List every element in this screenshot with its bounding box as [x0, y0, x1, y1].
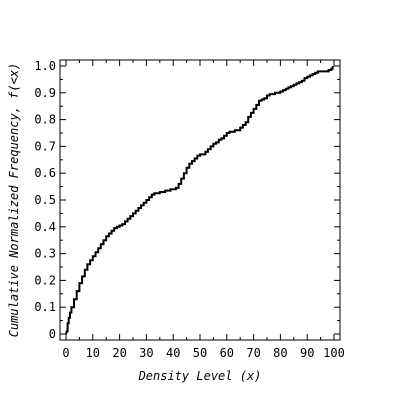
- y-tick-label: 1.0: [34, 59, 56, 73]
- y-tick-label: 0.4: [34, 220, 56, 234]
- y-tick-label: 0.5: [34, 193, 56, 207]
- x-tick-label: 70: [246, 346, 260, 360]
- y-tick-label: 0.2: [34, 273, 56, 287]
- y-tick-label: 0.6: [34, 166, 56, 180]
- x-tick-label: 20: [112, 346, 126, 360]
- x-axis-title: Density Level (x): [138, 369, 262, 383]
- y-tick-label: 0.3: [34, 247, 56, 261]
- x-ticks-group: [65, 60, 335, 340]
- x-tick-label: 100: [323, 346, 345, 360]
- y-tick-label: 0.8: [34, 113, 56, 127]
- y-tick-label: 0.9: [34, 86, 56, 100]
- plot-frame: [59, 59, 341, 341]
- x-tick-label: 60: [220, 346, 234, 360]
- cdf-line: [65, 66, 334, 335]
- x-tick-label: 10: [86, 346, 100, 360]
- y-tick-labels-group: 0 0.1 0.2 0.3 0.4 0.5 0.6 0.7 0.8 0.9 1.0: [34, 59, 56, 341]
- y-tick-label: 0.7: [34, 139, 56, 153]
- x-tick-label: 0: [62, 346, 69, 360]
- x-tick-label: 80: [273, 346, 287, 360]
- y-axis-title: Cumulative Normalized Frequency, f(<x): [7, 63, 21, 338]
- x-tick-label: 40: [166, 346, 180, 360]
- x-tick-labels-group: 0 10 20 30 40 50 60 70 80 90 100: [62, 346, 344, 360]
- x-tick-label: 90: [300, 346, 314, 360]
- y-tick-label: 0.1: [34, 300, 56, 314]
- x-tick-label: 50: [193, 346, 207, 360]
- x-tick-label: 30: [139, 346, 153, 360]
- y-tick-label: 0: [49, 327, 56, 341]
